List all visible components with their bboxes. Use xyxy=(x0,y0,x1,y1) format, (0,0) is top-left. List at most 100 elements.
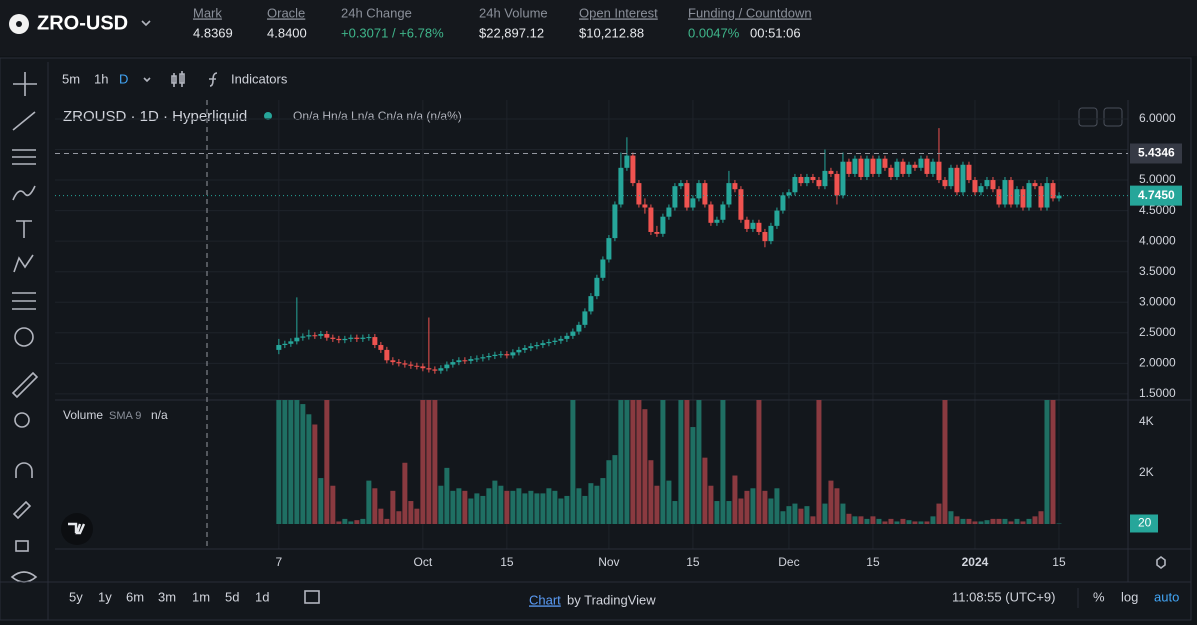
candle-body xyxy=(948,167,954,187)
plot-area: 1.5000 2.0000 2.5000 3.0000 3.5000 4.0000 4.50… xyxy=(55,100,1191,582)
pattern-tool[interactable] xyxy=(13,254,34,273)
candle-body xyxy=(894,161,900,177)
candle-body xyxy=(972,180,978,193)
candle-body xyxy=(1038,186,1044,208)
x-tick-label: Oct xyxy=(414,555,433,569)
volume-bar xyxy=(582,495,588,524)
candle-body xyxy=(852,158,858,174)
volume-bar xyxy=(324,400,330,524)
volume-bar xyxy=(1056,523,1062,524)
stat-label: Oracle xyxy=(267,5,305,20)
volume-bar xyxy=(456,488,462,524)
symbol[interactable]: ZRO-USD xyxy=(37,12,128,34)
x-tick-label: Nov xyxy=(598,555,619,569)
chart-type-icon[interactable] xyxy=(171,71,185,87)
interval-chevron[interactable] xyxy=(143,77,151,83)
interval[interactable]: 5m xyxy=(62,71,80,86)
reset-button[interactable] xyxy=(1103,107,1123,127)
volume-bar xyxy=(282,400,288,524)
range-option[interactable]: 3m xyxy=(158,589,176,604)
indicators-icon[interactable] xyxy=(209,72,218,87)
range-option[interactable]: 1m xyxy=(192,589,210,604)
range-option[interactable]: 5d xyxy=(225,589,239,604)
lock-tool[interactable] xyxy=(15,540,29,552)
volume-bar xyxy=(492,480,498,524)
volume-bar xyxy=(306,414,312,524)
volume-bar xyxy=(846,513,852,524)
volume-bar xyxy=(516,488,522,524)
credit-link[interactable]: Chart xyxy=(529,592,561,607)
candle-body xyxy=(612,204,618,239)
candle-body xyxy=(990,180,996,190)
indicators-button[interactable]: Indicators xyxy=(231,71,288,86)
candle-body xyxy=(318,334,324,336)
fib-tool[interactable] xyxy=(12,149,36,165)
range-option[interactable]: 1y xyxy=(98,589,112,604)
range-option[interactable]: 6m xyxy=(126,589,144,604)
volume-bar xyxy=(534,493,540,524)
candle-body xyxy=(708,204,714,223)
interval-active[interactable]: D xyxy=(119,71,128,86)
candle-body xyxy=(348,337,354,339)
scale-option[interactable]: log xyxy=(1121,589,1138,604)
stat-value: +0.3071 / +6.78% xyxy=(341,25,444,40)
visibility-tool[interactable] xyxy=(10,571,38,583)
candle-body xyxy=(774,210,780,226)
brush-tool[interactable] xyxy=(12,185,36,201)
candle-body xyxy=(468,359,474,361)
volume-bar xyxy=(486,488,492,524)
forecast-tool[interactable] xyxy=(12,292,36,310)
volume-bar xyxy=(840,503,846,524)
volume-bar xyxy=(816,400,822,524)
volume-bar xyxy=(330,485,336,524)
zoom-tool[interactable] xyxy=(14,412,30,428)
volume-bars xyxy=(276,400,1062,524)
candle-body xyxy=(930,161,936,174)
scale-option[interactable]: % xyxy=(1093,589,1105,604)
lock-drawing-tool[interactable] xyxy=(12,500,32,520)
volume-bar xyxy=(498,485,504,524)
candle-body xyxy=(360,337,366,339)
volume-bar xyxy=(972,521,978,524)
candle-body xyxy=(726,183,732,205)
trendline-tool[interactable] xyxy=(12,111,36,131)
x-tick-label: 7 xyxy=(275,555,282,569)
settings-icon[interactable] xyxy=(1156,556,1166,569)
volume-bar xyxy=(390,490,396,524)
candle-body xyxy=(420,366,426,369)
icon-tool[interactable] xyxy=(14,327,34,347)
symbol-chevron[interactable] xyxy=(141,20,151,27)
candle-body xyxy=(438,368,444,371)
y-tick-label: 3.0000 xyxy=(1139,294,1176,308)
volume-bar xyxy=(1044,400,1050,524)
scroll-button[interactable] xyxy=(1078,107,1098,127)
volume-bar xyxy=(774,488,780,524)
candle-body xyxy=(888,167,894,177)
scale-option[interactable]: auto xyxy=(1154,589,1179,604)
candle-body xyxy=(282,343,288,346)
interval[interactable]: 1h xyxy=(94,71,108,86)
status-dot xyxy=(264,112,272,120)
range-option[interactable]: 5y xyxy=(69,589,83,604)
magnet-tool[interactable] xyxy=(15,462,33,478)
volume-bar xyxy=(924,521,930,524)
volume-bar xyxy=(834,488,840,524)
candle-body xyxy=(840,161,846,196)
volume-bar xyxy=(504,490,510,524)
measure-tool[interactable] xyxy=(11,371,39,399)
candle-body xyxy=(660,216,666,234)
candle-body xyxy=(954,167,960,193)
crosshair-tool[interactable] xyxy=(13,72,37,96)
range-option[interactable]: 1d xyxy=(255,589,269,604)
candle-body xyxy=(804,176,810,184)
volume-bar xyxy=(720,400,726,524)
candle-body xyxy=(618,167,624,205)
volume-bar xyxy=(948,511,954,524)
text-tool[interactable] xyxy=(16,220,32,238)
date-range-icon[interactable] xyxy=(304,590,320,604)
candle-body xyxy=(486,356,492,358)
candle-body xyxy=(570,331,576,336)
candle-body xyxy=(702,183,708,205)
volume-bar xyxy=(882,521,888,524)
candle-body xyxy=(870,158,876,174)
